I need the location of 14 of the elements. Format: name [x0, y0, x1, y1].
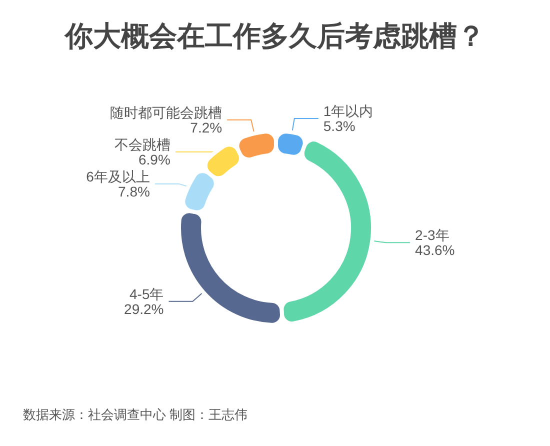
- data-label: 6.9%: [138, 151, 170, 168]
- data-label: 7.8%: [118, 183, 150, 200]
- slice-label: 随时都可能会跳槽: [110, 104, 222, 120]
- data-label: 43.6%: [415, 242, 455, 258]
- data-label: 29.2%: [124, 300, 164, 317]
- slice-label: 6年及以上: [86, 168, 150, 184]
- source-note: 数据来源：社会调查中心 制图：王志伟: [23, 407, 248, 422]
- slice-label: 4-5年: [130, 286, 164, 302]
- slice-label: 不会跳槽: [114, 136, 170, 152]
- data-label: 5.3%: [323, 118, 356, 134]
- slice-label: 1年以内: [323, 103, 374, 120]
- slice-label: 2-3年: [415, 227, 450, 244]
- data-label: 7.2%: [190, 119, 222, 136]
- chart-title: 你大概会在工作多久后考虑跳槽？: [63, 20, 485, 52]
